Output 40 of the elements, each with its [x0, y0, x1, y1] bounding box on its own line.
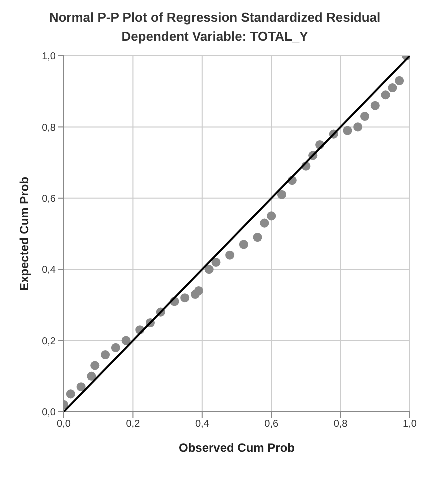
point	[226, 250, 235, 260]
point	[204, 265, 214, 274]
x-tick-label: 1,0	[403, 419, 418, 430]
point	[277, 190, 286, 200]
point	[180, 294, 190, 303]
point	[267, 212, 276, 221]
point	[343, 126, 352, 136]
chart-subtitle: Dependent Variable: TOTAL_Y	[120, 29, 310, 44]
point	[66, 390, 76, 399]
point	[360, 112, 370, 122]
y-tick-label: 0,0	[42, 408, 56, 419]
y-tick-label: 1,0	[42, 52, 56, 63]
x-tick-label: 0,6	[264, 419, 279, 430]
x-tick-label: 0,4	[195, 419, 210, 430]
y-axis-title: Expected Cum Prob	[17, 176, 32, 292]
x-tick-label: 0,2	[126, 419, 141, 430]
point	[388, 84, 398, 93]
point	[212, 258, 221, 267]
point	[122, 336, 131, 346]
x-tick-label: 0,0	[57, 419, 72, 430]
y-tick-label: 0,4	[42, 265, 56, 276]
point	[253, 233, 262, 242]
y-tick-label: 0,8	[42, 122, 56, 134]
point	[87, 372, 96, 381]
point	[395, 76, 404, 86]
point	[90, 361, 100, 370]
y-tick-label: 0,2	[42, 336, 56, 348]
point	[101, 350, 110, 360]
point	[111, 343, 120, 352]
point	[370, 101, 380, 110]
x-tick-label: 0,8	[334, 419, 348, 430]
point	[76, 382, 86, 392]
chart-title: Normal P-P Plot of Regression Standardized Residual	[48, 9, 382, 25]
point	[381, 90, 390, 100]
point	[354, 122, 363, 132]
point	[194, 286, 204, 296]
point	[260, 218, 270, 228]
x-axis-title: Observed Cum Prob	[178, 441, 296, 455]
point	[239, 240, 248, 250]
y-tick-label: 0,6	[42, 194, 56, 205]
